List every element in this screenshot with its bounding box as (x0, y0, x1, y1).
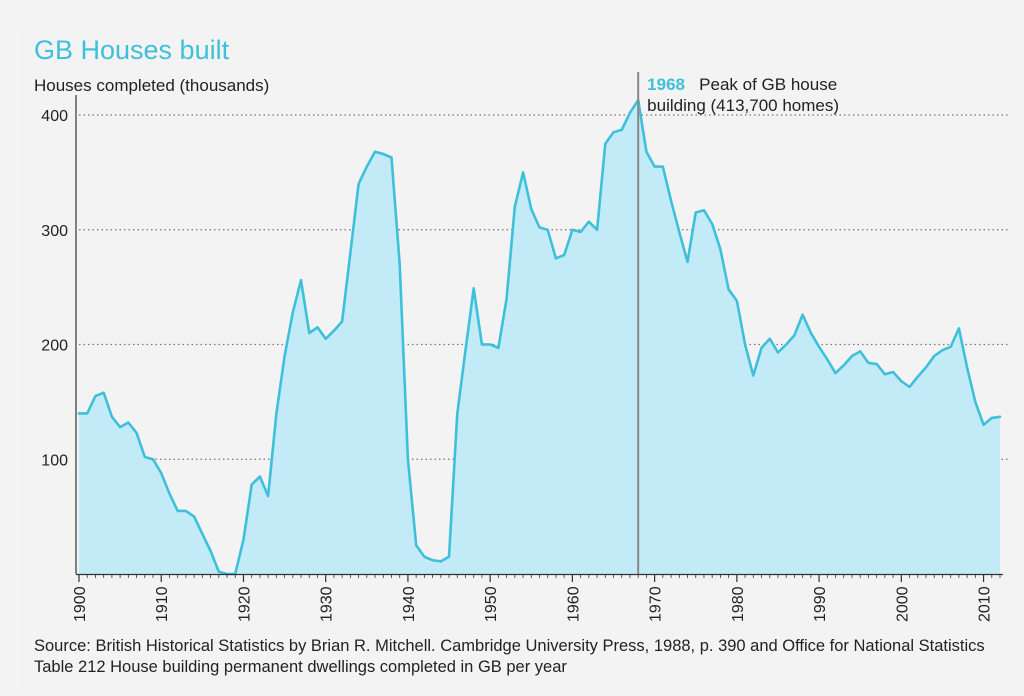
x-tick-label-2010: 2010 (977, 586, 994, 622)
x-tick-label-2000: 2000 (894, 586, 911, 622)
x-tick-label-1960: 1960 (565, 586, 582, 622)
series-area-fill (79, 100, 1000, 574)
y-tick-label-200: 200 (41, 338, 68, 355)
annotation-text-line1: Peak of GB house (699, 75, 837, 94)
x-tick-label-1930: 1930 (319, 586, 336, 622)
annotation-text-line2: building (413,700 homes) (647, 96, 839, 115)
area-layer (77, 98, 1002, 576)
chart-title: GB Houses built (34, 35, 230, 65)
x-tick-label-1970: 1970 (648, 586, 665, 622)
axis-layer: 100 200 300 400 1900 1910 1920 1930 1940 1950 1960… (41, 95, 1003, 622)
x-tick-label-1980: 1980 (730, 586, 747, 622)
source-note: Source: British Historical Statistics by… (34, 637, 985, 676)
x-tick-label-1910: 1910 (154, 586, 171, 622)
y-tick-label-400: 400 (41, 108, 68, 125)
y-axis-label: Houses completed (thousands) (34, 76, 270, 95)
x-tick-label-1940: 1940 (401, 586, 418, 622)
y-tick-label-300: 300 (41, 223, 68, 240)
x-tick-label-1990: 1990 (812, 586, 829, 622)
x-tick-label-1950: 1950 (483, 586, 500, 622)
annotation-layer: 1968 Peak of GB house building (413,700 ho… (637, 72, 839, 574)
x-tick-label-1900: 1900 (72, 586, 89, 622)
x-tick-label-1920: 1920 (236, 586, 253, 622)
annotation-year: 1968 (647, 75, 685, 94)
y-tick-label-100: 100 (41, 452, 68, 469)
